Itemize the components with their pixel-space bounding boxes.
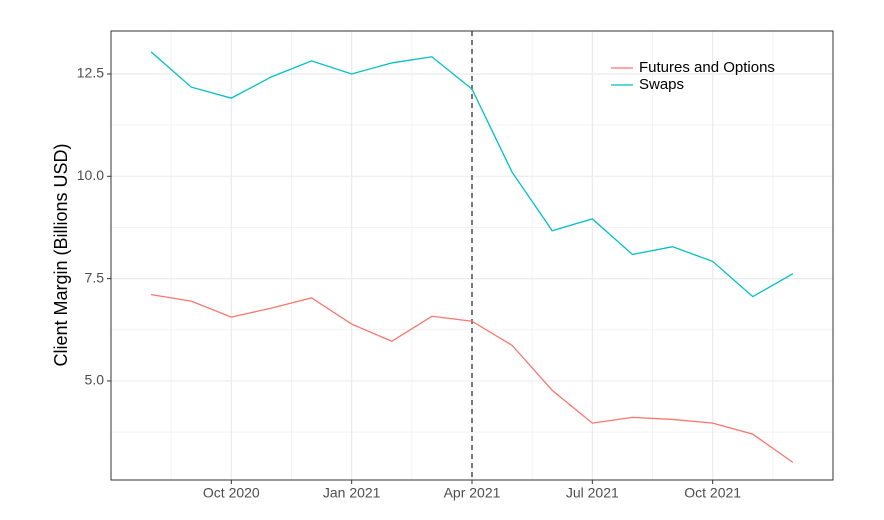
y-axis-label: Client Margin (Billions USD): [51, 143, 71, 366]
x-tick-label: Jan 2021: [323, 485, 381, 501]
line-series: [151, 293, 794, 463]
legend-label: Swaps: [639, 76, 684, 93]
x-tick-label: Oct 2021: [684, 485, 741, 501]
x-tick-label: Jul 2021: [566, 485, 619, 501]
panel-border: [110, 30, 834, 481]
line-series: [150, 51, 794, 298]
x-tick-label: Oct 2020: [203, 485, 260, 501]
y-tick-label: 10.0: [77, 167, 104, 183]
x-tick-label: Apr 2021: [444, 485, 501, 501]
y-tick-label: 7.5: [85, 269, 105, 285]
y-tick-label: 5.0: [85, 372, 105, 388]
legend-label: Futures and Options: [639, 59, 775, 76]
y-tick-label: 12.5: [77, 65, 104, 81]
